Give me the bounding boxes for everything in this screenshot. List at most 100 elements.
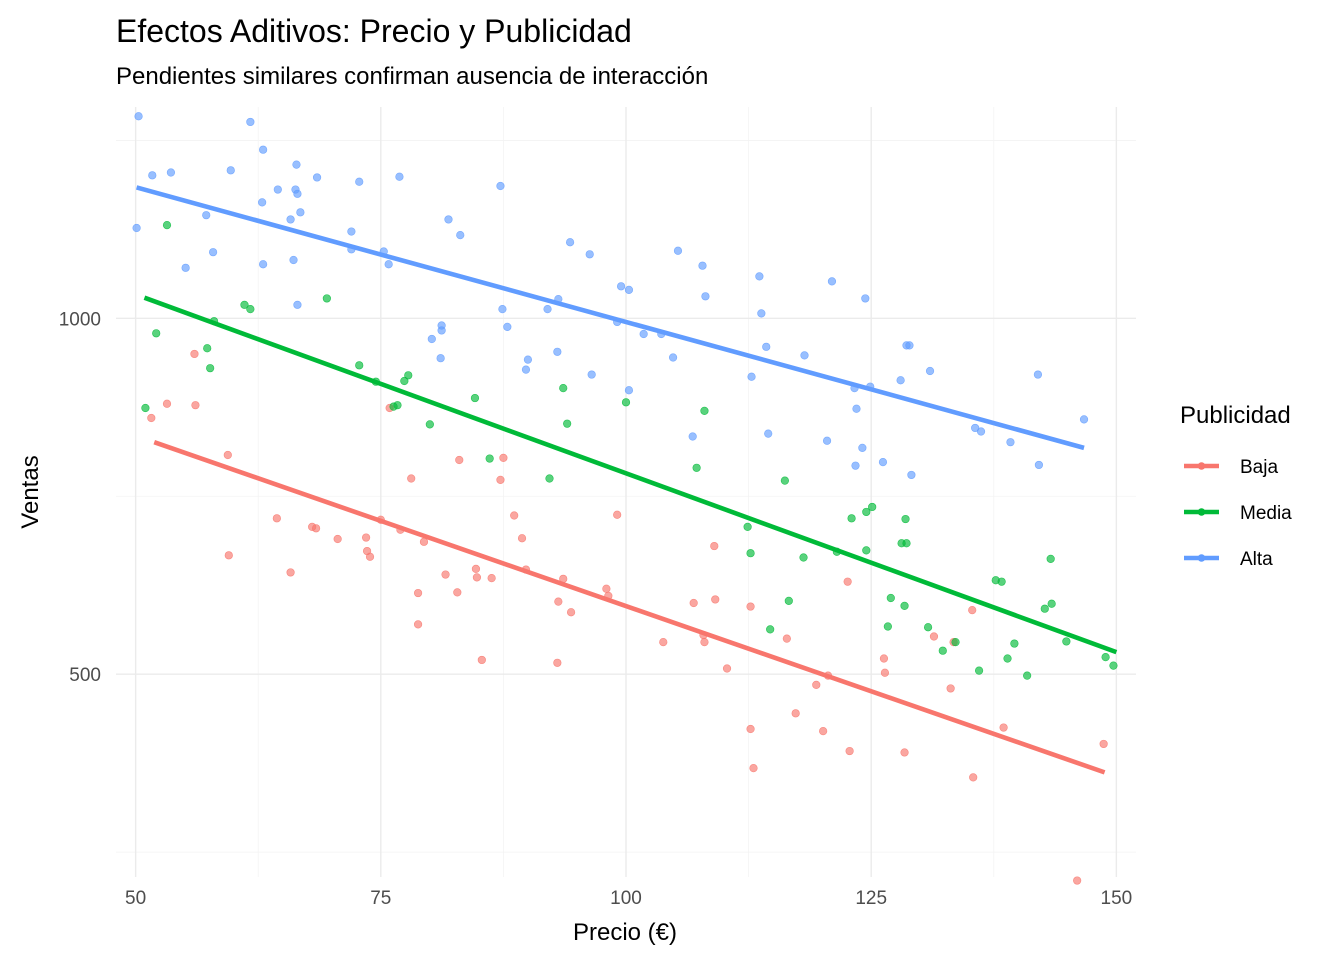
data-point	[905, 341, 914, 350]
data-point	[587, 370, 596, 379]
data-point	[812, 680, 821, 689]
y-tick-label: 1000	[59, 309, 101, 330]
data-point	[472, 573, 482, 582]
legend-label: Baja	[1240, 457, 1278, 478]
data-point	[673, 246, 683, 255]
data-point	[766, 625, 775, 634]
data-point	[938, 646, 947, 655]
data-point	[907, 470, 916, 480]
data-point	[223, 450, 232, 460]
data-point	[152, 329, 161, 338]
legend-key-point	[1197, 462, 1206, 470]
data-point	[471, 564, 481, 573]
data-point	[286, 568, 295, 577]
data-point	[749, 764, 758, 773]
data-point	[453, 588, 462, 597]
data-point	[333, 534, 342, 544]
data-point	[559, 383, 568, 393]
data-point	[902, 539, 911, 548]
data-point	[1006, 438, 1015, 447]
legend-label: Media	[1240, 503, 1292, 524]
legend: Publicidad Baja Media Alta	[1180, 402, 1292, 570]
data-point	[543, 305, 552, 314]
data-point	[861, 294, 870, 303]
data-point	[845, 746, 854, 756]
data-point	[134, 112, 143, 121]
data-point	[700, 406, 709, 415]
data-point	[259, 145, 268, 154]
x-tick-label: 125	[855, 888, 887, 909]
data-point	[566, 608, 576, 617]
data-point	[764, 429, 773, 438]
data-point	[616, 282, 626, 291]
data-point	[393, 401, 402, 410]
data-point	[147, 413, 156, 423]
data-point	[191, 401, 200, 410]
data-point	[879, 654, 889, 663]
data-point	[900, 748, 909, 757]
data-point	[312, 173, 322, 182]
data-point	[292, 160, 301, 169]
data-point	[190, 349, 199, 359]
data-point	[746, 549, 755, 558]
series-baja-points	[147, 349, 1108, 885]
data-point	[395, 172, 404, 181]
legend-key-point	[1197, 508, 1206, 516]
data-point	[496, 181, 505, 191]
data-point	[132, 223, 141, 233]
data-point	[1023, 671, 1032, 680]
data-point	[791, 709, 800, 718]
data-point	[1047, 599, 1056, 608]
data-point	[427, 334, 436, 344]
trend-line-media	[143, 295, 1118, 655]
data-point	[851, 461, 860, 470]
data-point	[1040, 604, 1049, 613]
tick-labels: 50 75 100 125 150 500 1000	[59, 309, 1133, 909]
data-point	[206, 364, 215, 373]
data-point	[487, 574, 496, 583]
data-point	[523, 355, 533, 364]
data-point	[496, 475, 505, 485]
trend-line-baja	[153, 440, 1106, 775]
data-point	[700, 638, 709, 647]
chart-subtitle: Pendientes similares confirman ausencia …	[116, 63, 708, 90]
data-point	[800, 351, 809, 360]
data-point	[563, 419, 572, 428]
data-point	[477, 655, 486, 665]
data-point	[246, 117, 255, 127]
data-point	[224, 551, 233, 560]
y-axis-label: Ventas	[17, 455, 44, 528]
data-point	[624, 285, 634, 294]
legend-title: Publicidad	[1180, 402, 1291, 429]
data-point	[968, 606, 977, 615]
data-point	[969, 773, 978, 782]
data-point	[639, 329, 648, 339]
data-point	[441, 570, 450, 579]
data-point	[799, 553, 808, 562]
data-point	[602, 584, 611, 593]
data-point	[148, 171, 157, 180]
data-point	[246, 305, 255, 314]
data-point	[847, 514, 856, 523]
data-point	[400, 376, 409, 386]
data-point	[272, 514, 281, 523]
data-point	[498, 305, 507, 314]
data-point	[951, 638, 960, 647]
data-point	[883, 622, 892, 631]
data-point	[355, 177, 364, 186]
data-point	[1099, 739, 1108, 749]
data-point	[858, 443, 867, 452]
data-point	[208, 248, 218, 257]
data-point	[455, 455, 464, 465]
data-point	[688, 432, 697, 441]
data-point	[226, 166, 235, 175]
data-point	[668, 353, 678, 362]
data-point	[1079, 415, 1089, 424]
legend-item-media: Media	[1184, 503, 1292, 524]
data-point	[517, 534, 527, 543]
data-point	[1003, 654, 1012, 663]
data-point	[659, 638, 668, 647]
data-point	[843, 577, 852, 586]
series-alta-points	[132, 112, 1089, 480]
x-tick-label: 75	[370, 888, 391, 909]
